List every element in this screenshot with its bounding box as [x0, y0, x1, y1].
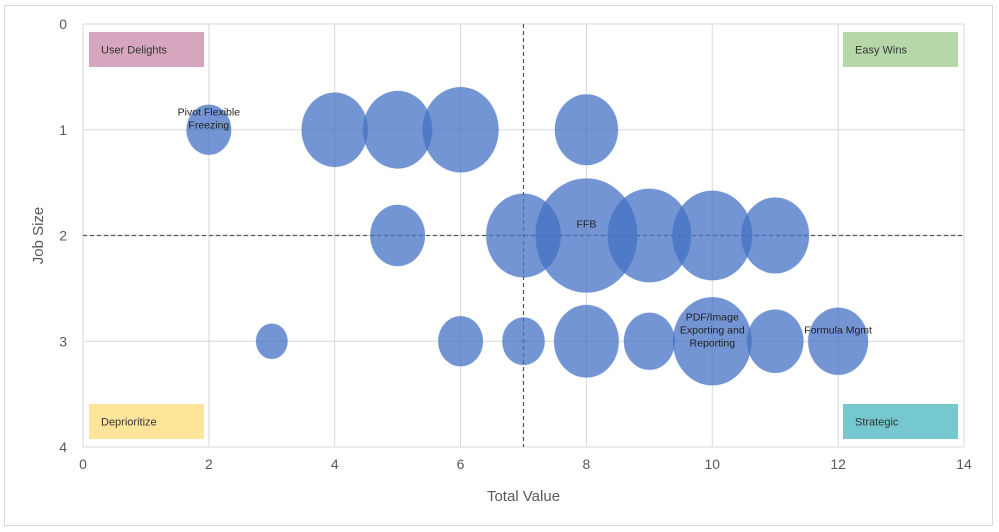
y-tick-label: 0 — [59, 16, 67, 32]
x-tick-label: 8 — [583, 456, 591, 472]
bubble-layer — [186, 86, 869, 386]
bubble-label: Pivot Flexible Freezing — [178, 106, 241, 131]
bubble — [255, 323, 289, 360]
y-axis-title: Job Size — [30, 207, 47, 265]
y-tick-label: 2 — [59, 228, 67, 244]
bubble — [501, 317, 546, 366]
quadrant-box-strategic — [843, 404, 958, 439]
quadrant-box-user-delights — [89, 32, 204, 67]
bubble — [807, 307, 869, 376]
x-tick-label: 2 — [205, 456, 213, 472]
bubble — [437, 315, 484, 367]
bubble — [369, 204, 426, 267]
y-tick-label: 3 — [59, 333, 67, 349]
bubble — [554, 93, 619, 166]
bubble — [362, 90, 433, 170]
bubble — [746, 309, 804, 374]
x-axis-title: Total Value — [487, 488, 560, 505]
quadrant-label-strategic: Strategic — [855, 417, 899, 429]
quadrant-label-user-delights: User Delights — [101, 45, 168, 57]
x-tick-label: 10 — [704, 456, 720, 472]
bubble — [553, 304, 620, 378]
bubble-label: FFB — [577, 219, 597, 231]
bubble — [740, 197, 810, 274]
bubble-label-layer: Pivot Flexible Freezing FFB PDF/Image Export… — [178, 106, 872, 349]
bubble — [301, 92, 369, 168]
x-tick-label: 12 — [830, 456, 846, 472]
bubble — [671, 190, 753, 281]
x-tick-label: 14 — [956, 456, 972, 472]
quadrant-label-easy-wins: Easy Wins — [855, 45, 907, 57]
bubble-label: PDF/Image Exporting and Reporting — [680, 311, 745, 349]
y-tick-label: 4 — [59, 439, 67, 455]
y-tick-label: 1 — [59, 122, 67, 138]
bubble — [422, 86, 500, 173]
x-tick-label: 0 — [79, 456, 87, 472]
quadrant-labels: User Delights Easy Wins Deprioritize Strate… — [89, 32, 958, 439]
quadrant-label-deprioritize: Deprioritize — [101, 417, 157, 429]
quadrant-box-deprioritize — [89, 404, 204, 439]
x-tick-label: 4 — [331, 456, 339, 472]
quadrant-box-easy-wins — [843, 32, 958, 67]
bubble-label: Formula Mgmt — [804, 324, 872, 336]
x-tick-label: 6 — [457, 456, 465, 472]
bubble — [623, 312, 676, 371]
bubble — [186, 104, 232, 156]
